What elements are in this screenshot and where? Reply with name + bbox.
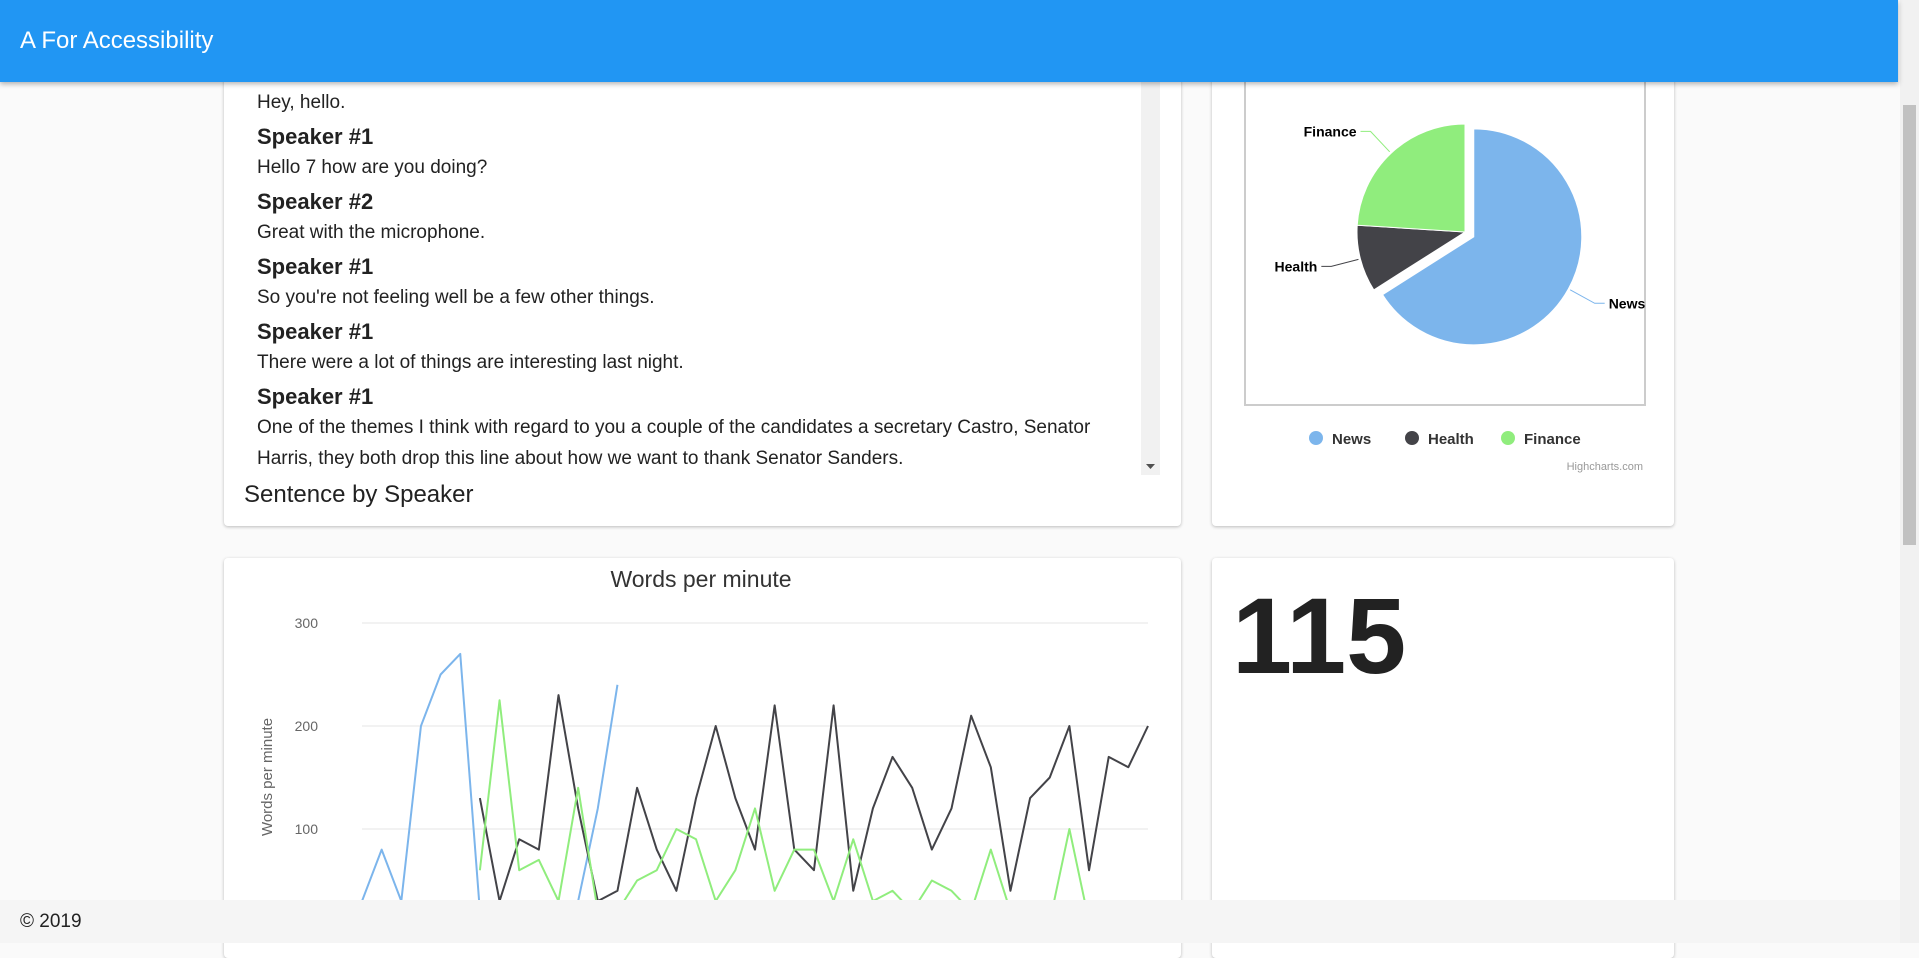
footer-text: © 2019 bbox=[20, 911, 82, 932]
speaker: Speaker #1 bbox=[257, 383, 374, 409]
speaker: Speaker #1 bbox=[257, 318, 374, 344]
data-label: Finance bbox=[1304, 123, 1357, 139]
stat-value: 115 bbox=[1232, 575, 1407, 696]
label-connector bbox=[1569, 289, 1605, 304]
legend-label: Health bbox=[1428, 431, 1474, 448]
pie-slice bbox=[1381, 128, 1583, 346]
line-chart: Words per minute Words per minute 100 200 30… bbox=[259, 566, 1149, 923]
legend-label: News bbox=[1332, 431, 1371, 448]
legend-symbol bbox=[1501, 431, 1515, 445]
line-series bbox=[361, 652, 619, 912]
inner-scrollbar[interactable] bbox=[1141, 82, 1160, 475]
chart-title: Words per minute bbox=[610, 566, 791, 592]
pie-slice bbox=[1356, 123, 1466, 233]
line-card bbox=[224, 558, 1181, 958]
sentence: So you're not feeling well be a few othe… bbox=[257, 287, 655, 308]
footer: © 2019 bbox=[0, 900, 1900, 943]
line-series bbox=[478, 699, 1091, 923]
sentence: One of the themes I think with regard to… bbox=[257, 417, 1091, 469]
y-tick-label: 300 bbox=[295, 615, 319, 631]
legend-symbol bbox=[1309, 431, 1323, 445]
transcript-title: Sentence by Speaker bbox=[244, 481, 474, 508]
y-axis-title: Words per minute bbox=[259, 718, 276, 836]
scroll-arrow[interactable] bbox=[1141, 459, 1160, 475]
sentence: Great with the microphone. bbox=[257, 222, 486, 243]
speaker: Speaker #2 bbox=[257, 188, 374, 214]
sentence: There were a lot of things are interesti… bbox=[257, 352, 684, 373]
data-label: Health bbox=[1275, 258, 1318, 274]
y-tick-label: 100 bbox=[295, 821, 319, 837]
transcript: Hey, hello. Speaker #1 Hello 7 how are you… bbox=[257, 88, 1130, 476]
speaker: Speaker #1 bbox=[257, 253, 374, 279]
data-label: News bbox=[1609, 295, 1646, 311]
label-connector bbox=[1360, 130, 1391, 153]
scroll-thumb[interactable] bbox=[1903, 105, 1916, 545]
app-bar: A For Accessibility bbox=[0, 0, 1898, 82]
transcript-card bbox=[224, 40, 1181, 526]
legend-label: Finance bbox=[1524, 431, 1581, 448]
legend-symbol bbox=[1405, 431, 1419, 445]
app-title: A For Accessibility bbox=[20, 27, 214, 54]
sentence: Hey, hello. bbox=[257, 92, 346, 113]
y-tick-label: 200 bbox=[295, 718, 319, 734]
stat-card bbox=[1212, 558, 1674, 958]
label-connector bbox=[1321, 258, 1359, 267]
speaker: Speaker #1 bbox=[257, 123, 374, 149]
pie-chart: News News Health Health Finance Finance Highch… bbox=[1275, 123, 1646, 473]
credit: Highcharts.com bbox=[1567, 461, 1643, 473]
sentence: Hello 7 how are you doing? bbox=[257, 157, 488, 178]
